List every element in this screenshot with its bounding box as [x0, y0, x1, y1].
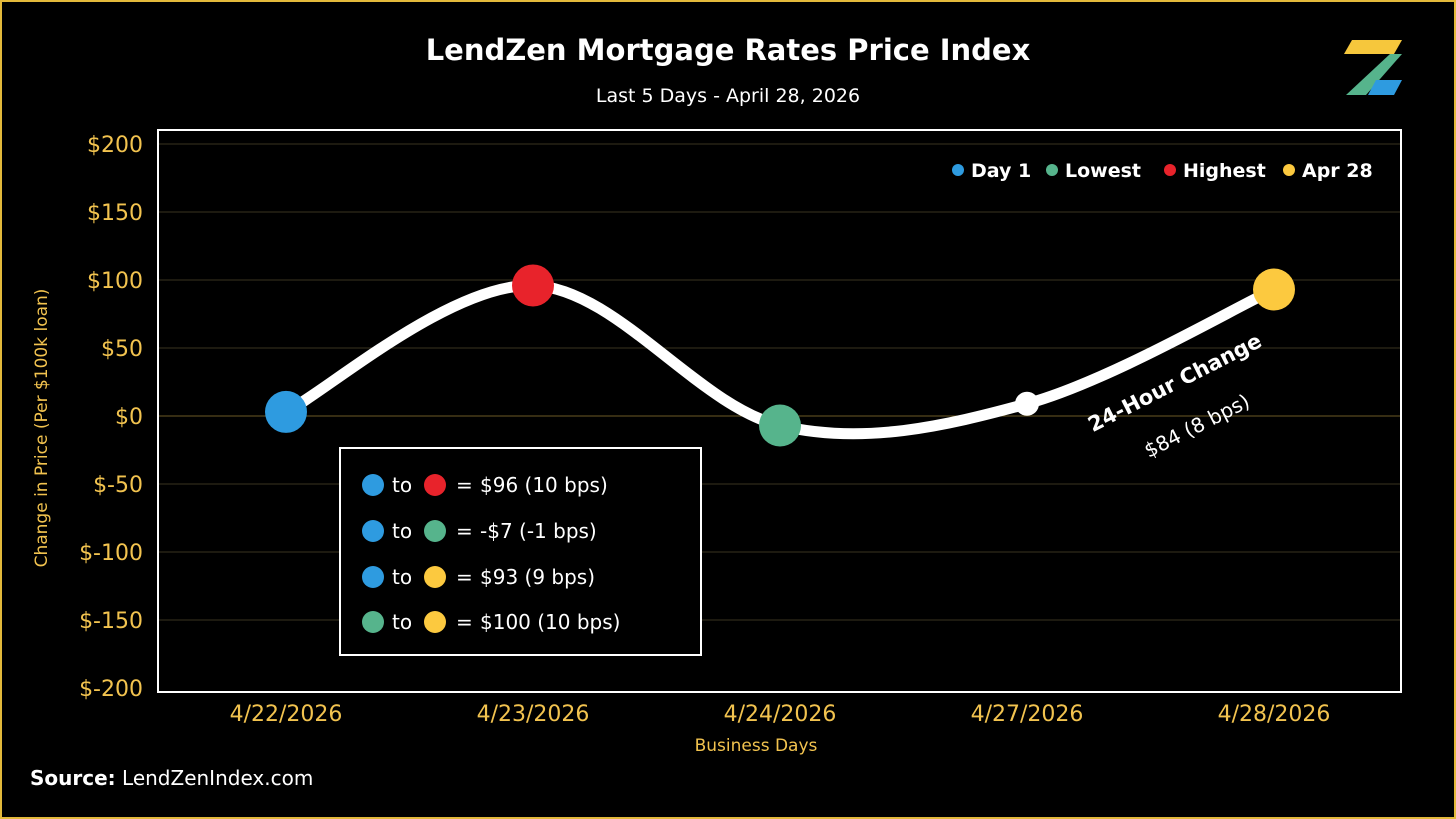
legend-label: Day 1 [971, 160, 1031, 182]
source-label: Source: [30, 766, 116, 790]
from-dot-icon [362, 611, 384, 633]
y-tick-label: $-100 [79, 541, 143, 566]
x-tick-label: 4/24/2026 [724, 702, 837, 727]
to-dot-icon [424, 474, 446, 496]
legend-marker [1046, 164, 1058, 176]
x-tick-label: 4/22/2026 [230, 702, 343, 727]
comparison-equals: = [456, 610, 473, 634]
comparison-box: to = $96 (10 bps) to = -$7 (-1 bps) to = $93 (9 … [339, 447, 702, 656]
comparison-value: $96 (10 bps) [480, 473, 608, 497]
comparison-equals: = [456, 519, 473, 543]
legend-label: Lowest [1065, 160, 1141, 182]
y-tick-label: $200 [87, 133, 143, 158]
to-dot-icon [424, 611, 446, 633]
from-dot-icon [362, 520, 384, 542]
x-axis-label: Business Days [695, 736, 818, 756]
y-tick-label: $-150 [79, 609, 143, 634]
legend-label: Highest [1183, 160, 1266, 182]
y-tick-label: $0 [115, 405, 143, 430]
lendzen-logo-icon [1344, 40, 1402, 95]
y-tick-label: $150 [87, 201, 143, 226]
comparison-to: to [392, 565, 413, 589]
y-axis-label: Change in Price (Per $100k loan) [32, 289, 52, 568]
from-dot-icon [362, 566, 384, 588]
y-tick-label: $50 [101, 337, 143, 362]
x-tick-label: 4/23/2026 [477, 702, 590, 727]
comparison-to: to [392, 610, 413, 634]
data-point [1015, 391, 1039, 416]
to-dot-icon [424, 566, 446, 588]
legend-marker [1164, 164, 1176, 176]
y-tick-label: $100 [87, 269, 143, 294]
comparison-equals: = [456, 565, 473, 589]
data-point [265, 390, 307, 433]
comparison-value: -$7 (-1 bps) [480, 519, 597, 543]
chart-title: LendZen Mortgage Rates Price Index [425, 33, 1031, 67]
comparison-equals: = [456, 473, 473, 497]
x-tick-label: 4/28/2026 [1218, 702, 1331, 727]
comparison-to: to [392, 473, 413, 497]
y-tick-label: $-200 [79, 677, 143, 702]
data-point [1253, 268, 1295, 311]
x-tick-label: 4/27/2026 [971, 702, 1084, 727]
source-credit: Source: LendZenIndex.com [30, 766, 313, 790]
plot-area-border [157, 129, 1402, 693]
y-tick-label: $-50 [93, 473, 143, 498]
data-point [512, 264, 554, 307]
comparison-value: $93 (9 bps) [480, 565, 596, 589]
comparison-value: $100 (10 bps) [480, 610, 621, 634]
source-text: LendZenIndex.com [122, 766, 314, 790]
chart-subtitle: Last 5 Days - April 28, 2026 [595, 85, 861, 107]
comparison-to: to [392, 519, 413, 543]
to-dot-icon [424, 520, 446, 542]
legend-label: Apr 28 [1302, 160, 1373, 182]
legend-marker [952, 164, 964, 176]
data-point [759, 404, 801, 447]
legend-marker [1283, 164, 1295, 176]
from-dot-icon [362, 474, 384, 496]
